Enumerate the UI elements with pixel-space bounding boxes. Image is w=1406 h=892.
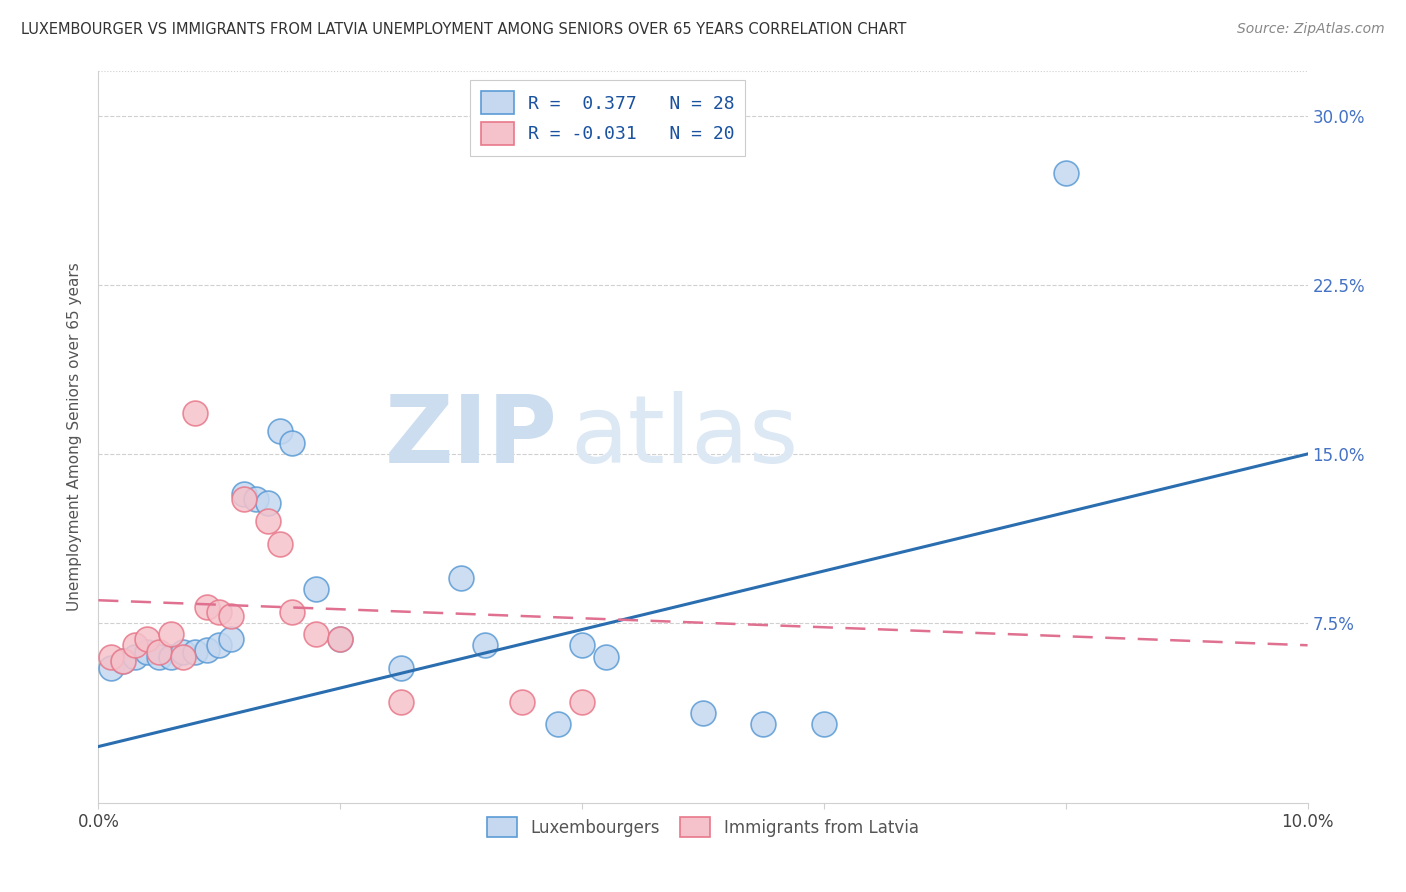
Point	[195, 599, 218, 614]
Point	[547, 717, 569, 731]
Point	[389, 661, 412, 675]
Text: ZIP: ZIP	[385, 391, 558, 483]
Point	[160, 649, 183, 664]
Point	[148, 645, 170, 659]
Point	[305, 582, 328, 596]
Point	[232, 487, 254, 501]
Point	[195, 642, 218, 657]
Point	[281, 605, 304, 619]
Point	[100, 649, 122, 664]
Point	[221, 609, 243, 624]
Point	[571, 638, 593, 652]
Point	[208, 638, 231, 652]
Point	[160, 627, 183, 641]
Point	[100, 661, 122, 675]
Point	[269, 537, 291, 551]
Point	[111, 654, 134, 668]
Point	[221, 632, 243, 646]
Point	[148, 649, 170, 664]
Point	[595, 649, 617, 664]
Text: LUXEMBOURGER VS IMMIGRANTS FROM LATVIA UNEMPLOYMENT AMONG SENIORS OVER 65 YEARS : LUXEMBOURGER VS IMMIGRANTS FROM LATVIA U…	[21, 22, 907, 37]
Point	[571, 694, 593, 708]
Point	[256, 515, 278, 529]
Point	[135, 632, 157, 646]
Point	[124, 638, 146, 652]
Point	[510, 694, 533, 708]
Point	[111, 654, 134, 668]
Point	[1054, 166, 1077, 180]
Text: Source: ZipAtlas.com: Source: ZipAtlas.com	[1237, 22, 1385, 37]
Point	[256, 496, 278, 510]
Y-axis label: Unemployment Among Seniors over 65 years: Unemployment Among Seniors over 65 years	[67, 263, 83, 611]
Point	[172, 649, 194, 664]
Point	[692, 706, 714, 720]
Point	[172, 645, 194, 659]
Point	[752, 717, 775, 731]
Point	[474, 638, 496, 652]
Point	[389, 694, 412, 708]
Point	[269, 425, 291, 439]
Point	[450, 571, 472, 585]
Point	[124, 649, 146, 664]
Point	[329, 632, 352, 646]
Text: atlas: atlas	[569, 391, 799, 483]
Point	[184, 645, 207, 659]
Point	[232, 491, 254, 506]
Point	[135, 645, 157, 659]
Point	[305, 627, 328, 641]
Point	[281, 435, 304, 450]
Point	[245, 491, 267, 506]
Legend: Luxembourgers, Immigrants from Latvia: Luxembourgers, Immigrants from Latvia	[479, 809, 927, 846]
Point	[184, 407, 207, 421]
Point	[208, 605, 231, 619]
Point	[329, 632, 352, 646]
Point	[813, 717, 835, 731]
